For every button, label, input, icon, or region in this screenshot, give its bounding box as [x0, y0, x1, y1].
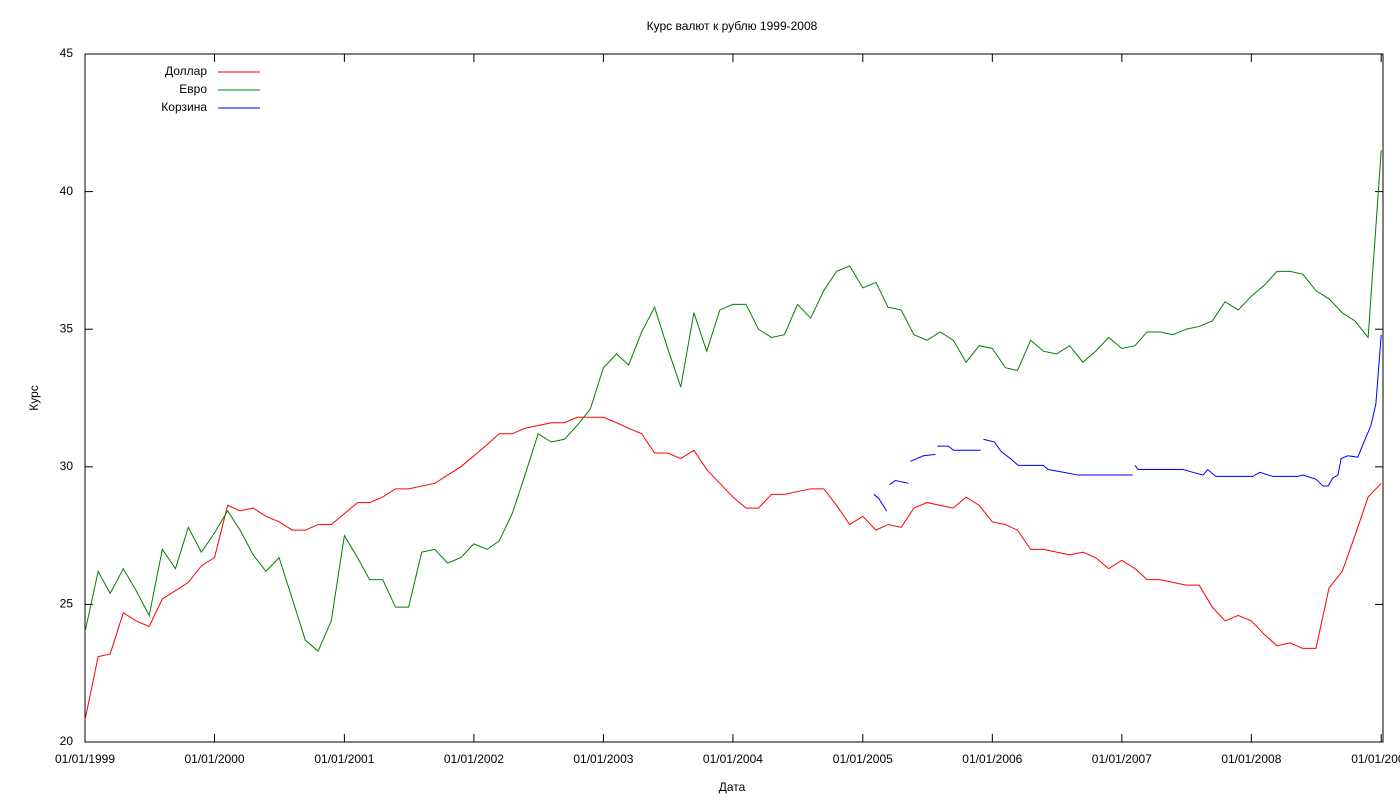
x-tick-label: 01/01/2000: [184, 752, 244, 766]
x-tick-label: 01/01/2004: [703, 752, 763, 766]
y-tick-label: 25: [60, 597, 74, 611]
x-tick-label: 01/01/2001: [314, 752, 374, 766]
x-tick-label: 01/01/2002: [444, 752, 504, 766]
y-tick-label: 45: [60, 46, 74, 60]
series-line: [84, 416, 1382, 721]
x-tick-label: 01/01/2003: [573, 752, 633, 766]
x-tick-label: 01/01/2005: [833, 752, 893, 766]
x-tick-label: 01/01/2008: [1221, 752, 1281, 766]
series-line: [84, 150, 1382, 653]
x-tick-label: 01/01/1999: [55, 752, 115, 766]
series-line: [873, 334, 1382, 512]
x-tick-label: 01/01/2009: [1351, 752, 1400, 766]
y-tick-label: 40: [60, 184, 74, 198]
chart-title: Курс валют к рублю 1999-2008: [647, 19, 818, 33]
y-tick-label: 35: [60, 321, 74, 335]
legend-label: Евро: [179, 82, 207, 96]
y-tick-label: 30: [60, 459, 74, 473]
y-tick-label: 20: [60, 734, 74, 748]
legend-label: Корзина: [161, 100, 207, 114]
x-tick-label: 01/01/2006: [962, 752, 1022, 766]
x-tick-label: 01/01/2007: [1092, 752, 1152, 766]
legend-label: Доллар: [165, 64, 207, 78]
y-axis-label: Курс: [27, 385, 41, 411]
x-axis-label: Дата: [719, 780, 746, 794]
plot-frame: [84, 53, 1384, 743]
